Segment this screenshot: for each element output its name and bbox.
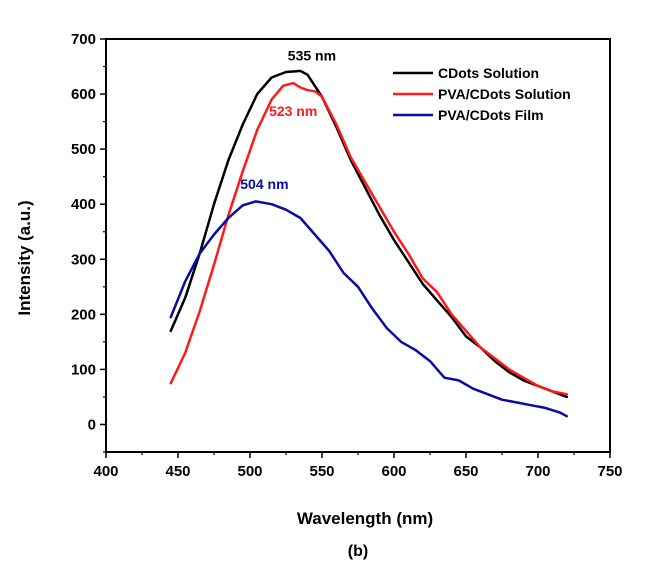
legend: CDots Solution PVA/CDots Solution PVA/CDot… — [393, 65, 571, 123]
series-line-2 — [169, 81, 569, 396]
figure-caption: (b) — [348, 543, 368, 560]
y-tick-label: 400 — [71, 196, 96, 213]
y-tick-label: 500 — [71, 141, 96, 158]
x-tick-label: 400 — [93, 463, 118, 480]
y-tick-label: 100 — [71, 361, 96, 378]
series-line-3 — [169, 200, 569, 418]
x-axis-title: Wavelength (nm) — [297, 509, 433, 528]
series-line-1 — [169, 69, 569, 399]
y-tick-label: 300 — [71, 251, 96, 268]
x-tick-label: 500 — [237, 463, 262, 480]
legend-label: CDots Solution — [438, 65, 539, 81]
peak-annotations: 535 nm 523 nm 504 nm — [240, 47, 336, 191]
peak-label: 523 nm — [269, 103, 317, 119]
peak-label: 504 nm — [240, 176, 288, 192]
axes-ticks: 400 450 500 550 600 650 700 750 0 100 200 300 400 500… — [71, 31, 623, 480]
y-tick-label: 0 — [88, 416, 96, 433]
y-tick-label: 600 — [71, 86, 96, 103]
legend-label: PVA/CDots Film — [438, 107, 544, 123]
x-tick-label: 750 — [597, 463, 622, 480]
x-tick-label: 700 — [525, 463, 550, 480]
x-tick-label: 650 — [453, 463, 478, 480]
x-tick-label: 450 — [165, 463, 190, 480]
legend-label: PVA/CDots Solution — [438, 86, 571, 102]
y-axis-title: Intensity (a.u.) — [15, 200, 34, 315]
x-tick-label: 600 — [381, 463, 406, 480]
peak-label: 535 nm — [288, 47, 336, 63]
x-tick-label: 550 — [309, 463, 334, 480]
y-tick-label: 200 — [71, 306, 96, 323]
plot-lines — [169, 69, 569, 418]
y-tick-label: 700 — [71, 31, 96, 48]
